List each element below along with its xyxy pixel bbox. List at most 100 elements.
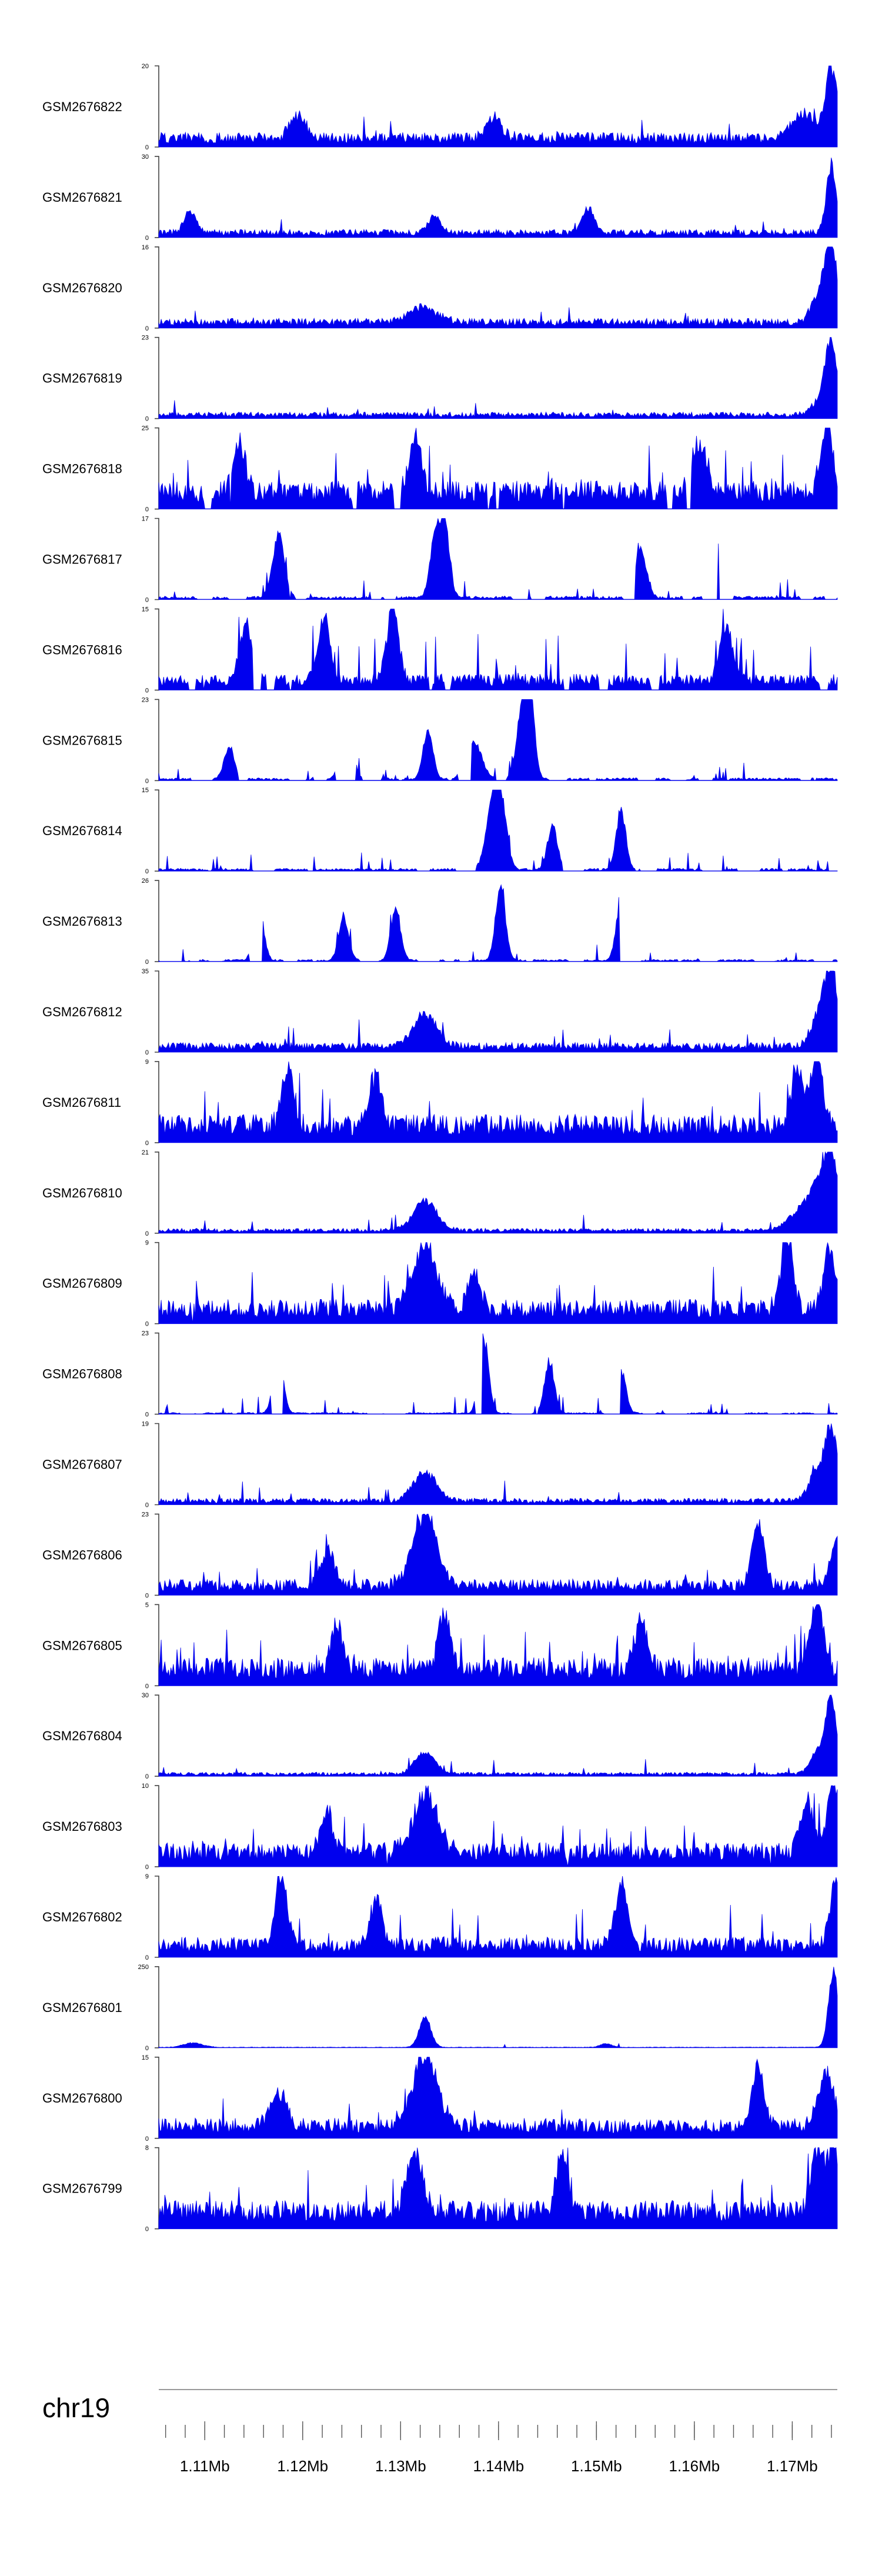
y-axis-max-label: 26 [142, 877, 149, 885]
track-label: GSM2676820 [42, 281, 122, 295]
track-GSM2676809: GSM2676809 9 0 [42, 1240, 838, 1328]
track-GSM2676805: GSM2676805 5 0 [42, 1601, 838, 1690]
track-GSM2676799: GSM2676799 8 0 [42, 2145, 838, 2233]
x-axis-tick-label: 1.13Mb [375, 2457, 426, 2475]
x-axis-tick-label: 1.12Mb [277, 2457, 328, 2475]
y-axis-min-label: 0 [145, 1954, 149, 1961]
y-axis [155, 156, 159, 238]
y-axis-min-label: 0 [145, 1683, 149, 1690]
track-label: GSM2676822 [42, 99, 122, 114]
y-axis-min-label: 0 [145, 235, 149, 242]
y-axis-max-label: 9 [145, 1873, 149, 1880]
y-axis [155, 1152, 159, 1234]
track-label: GSM2676799 [42, 2181, 122, 2196]
track-GSM2676801: GSM2676801 250 0 [42, 1964, 838, 2052]
x-axis-tick-label: 1.16Mb [669, 2457, 720, 2475]
track-GSM2676808: GSM2676808 23 0 [42, 1330, 838, 1419]
track-GSM2676807: GSM2676807 19 0 [42, 1421, 838, 1509]
y-axis [155, 699, 159, 782]
track-label: GSM2676821 [42, 190, 122, 205]
track-GSM2676802: GSM2676802 9 0 [42, 1873, 838, 1961]
track-label: GSM2676817 [42, 552, 122, 567]
x-axis-tick-label: 1.17Mb [767, 2457, 818, 2475]
y-axis-max-label: 250 [138, 1964, 149, 1971]
coverage-area [158, 1423, 838, 1505]
track-label: GSM2676800 [42, 2091, 122, 2105]
y-axis-max-label: 9 [145, 1240, 149, 1247]
track-GSM2676816: GSM2676816 15 0 [42, 606, 838, 694]
y-axis [155, 427, 159, 510]
track-GSM2676803: GSM2676803 10 0 [42, 1783, 838, 1871]
coverage-area [158, 789, 838, 872]
track-GSM2676811: GSM2676811 9 0 [42, 1059, 838, 1147]
track-GSM2676806: GSM2676806 23 0 [42, 1511, 838, 1599]
track-label: GSM2676813 [42, 914, 122, 929]
y-axis [155, 2147, 159, 2230]
y-axis-max-label: 23 [142, 335, 149, 342]
coverage-area [158, 246, 838, 329]
y-axis [155, 608, 159, 691]
coverage-area [158, 609, 838, 690]
y-axis-max-label: 5 [145, 1601, 149, 1609]
track-label: GSM2676808 [42, 1367, 122, 1382]
track-label: GSM2676811 [42, 1095, 121, 1110]
track-label: GSM2676802 [42, 1910, 122, 1924]
y-axis-max-label: 23 [142, 696, 149, 703]
track-label: GSM2676815 [42, 733, 122, 748]
y-axis-min-label: 0 [145, 506, 149, 513]
y-axis [155, 65, 159, 148]
y-axis-min-label: 0 [145, 1773, 149, 1780]
coverage-area [158, 970, 838, 1053]
y-axis [155, 1332, 159, 1415]
y-axis-min-label: 0 [145, 144, 149, 151]
coverage-area [158, 1604, 838, 1686]
y-axis [155, 789, 159, 872]
track-label: GSM2676803 [42, 1819, 122, 1834]
coverage-area [158, 2057, 838, 2139]
y-axis [155, 880, 159, 962]
track-label: GSM2676804 [42, 1729, 122, 1743]
x-axis-tick-label: 1.14Mb [473, 2457, 524, 2475]
track-label: GSM2676809 [42, 1276, 122, 1291]
y-axis-min-label: 0 [145, 2226, 149, 2233]
coverage-area [158, 699, 838, 781]
y-axis [155, 336, 159, 419]
y-axis-max-label: 15 [142, 2054, 149, 2061]
y-axis-max-label: 16 [142, 244, 149, 251]
track-GSM2676804: GSM2676804 30 0 [42, 1692, 838, 1780]
y-axis-max-label: 23 [142, 1511, 149, 1518]
y-axis-min-label: 0 [145, 2135, 149, 2143]
track-label: GSM2676819 [42, 371, 122, 386]
y-axis [155, 1694, 159, 1777]
coverage-area [158, 1061, 838, 1143]
y-axis [155, 1785, 159, 1867]
y-axis-min-label: 0 [145, 1592, 149, 1599]
y-axis [155, 246, 159, 329]
y-axis-min-label: 0 [145, 1230, 149, 1237]
track-label: GSM2676807 [42, 1457, 122, 1472]
track-GSM2676821: GSM2676821 30 0 [42, 154, 838, 242]
coverage-area [158, 1151, 838, 1234]
track-label: GSM2676818 [42, 462, 122, 476]
x-axis-tick-label: 1.11Mb [180, 2457, 230, 2475]
coverage-area [158, 428, 838, 509]
track-GSM2676813: GSM2676813 26 0 [42, 877, 838, 966]
track-label: GSM2676812 [42, 1005, 122, 1019]
y-axis-min-label: 0 [145, 1412, 149, 1419]
y-axis-min-label: 0 [145, 597, 149, 604]
track-GSM2676814: GSM2676814 15 0 [42, 787, 838, 875]
y-axis [155, 1242, 159, 1324]
y-axis-min-label: 0 [145, 416, 149, 423]
track-GSM2676810: GSM2676810 21 0 [42, 1149, 838, 1237]
y-axis-max-label: 8 [145, 2145, 149, 2152]
coverage-area [158, 1785, 838, 1867]
track-label: GSM2676814 [42, 823, 122, 838]
track-label: GSM2676816 [42, 642, 122, 657]
y-axis-max-label: 21 [142, 1149, 149, 1156]
y-axis-min-label: 0 [145, 1502, 149, 1509]
y-axis [155, 2057, 159, 2139]
y-axis [155, 1513, 159, 1596]
y-axis [155, 970, 159, 1053]
coverage-area [158, 1876, 838, 1958]
